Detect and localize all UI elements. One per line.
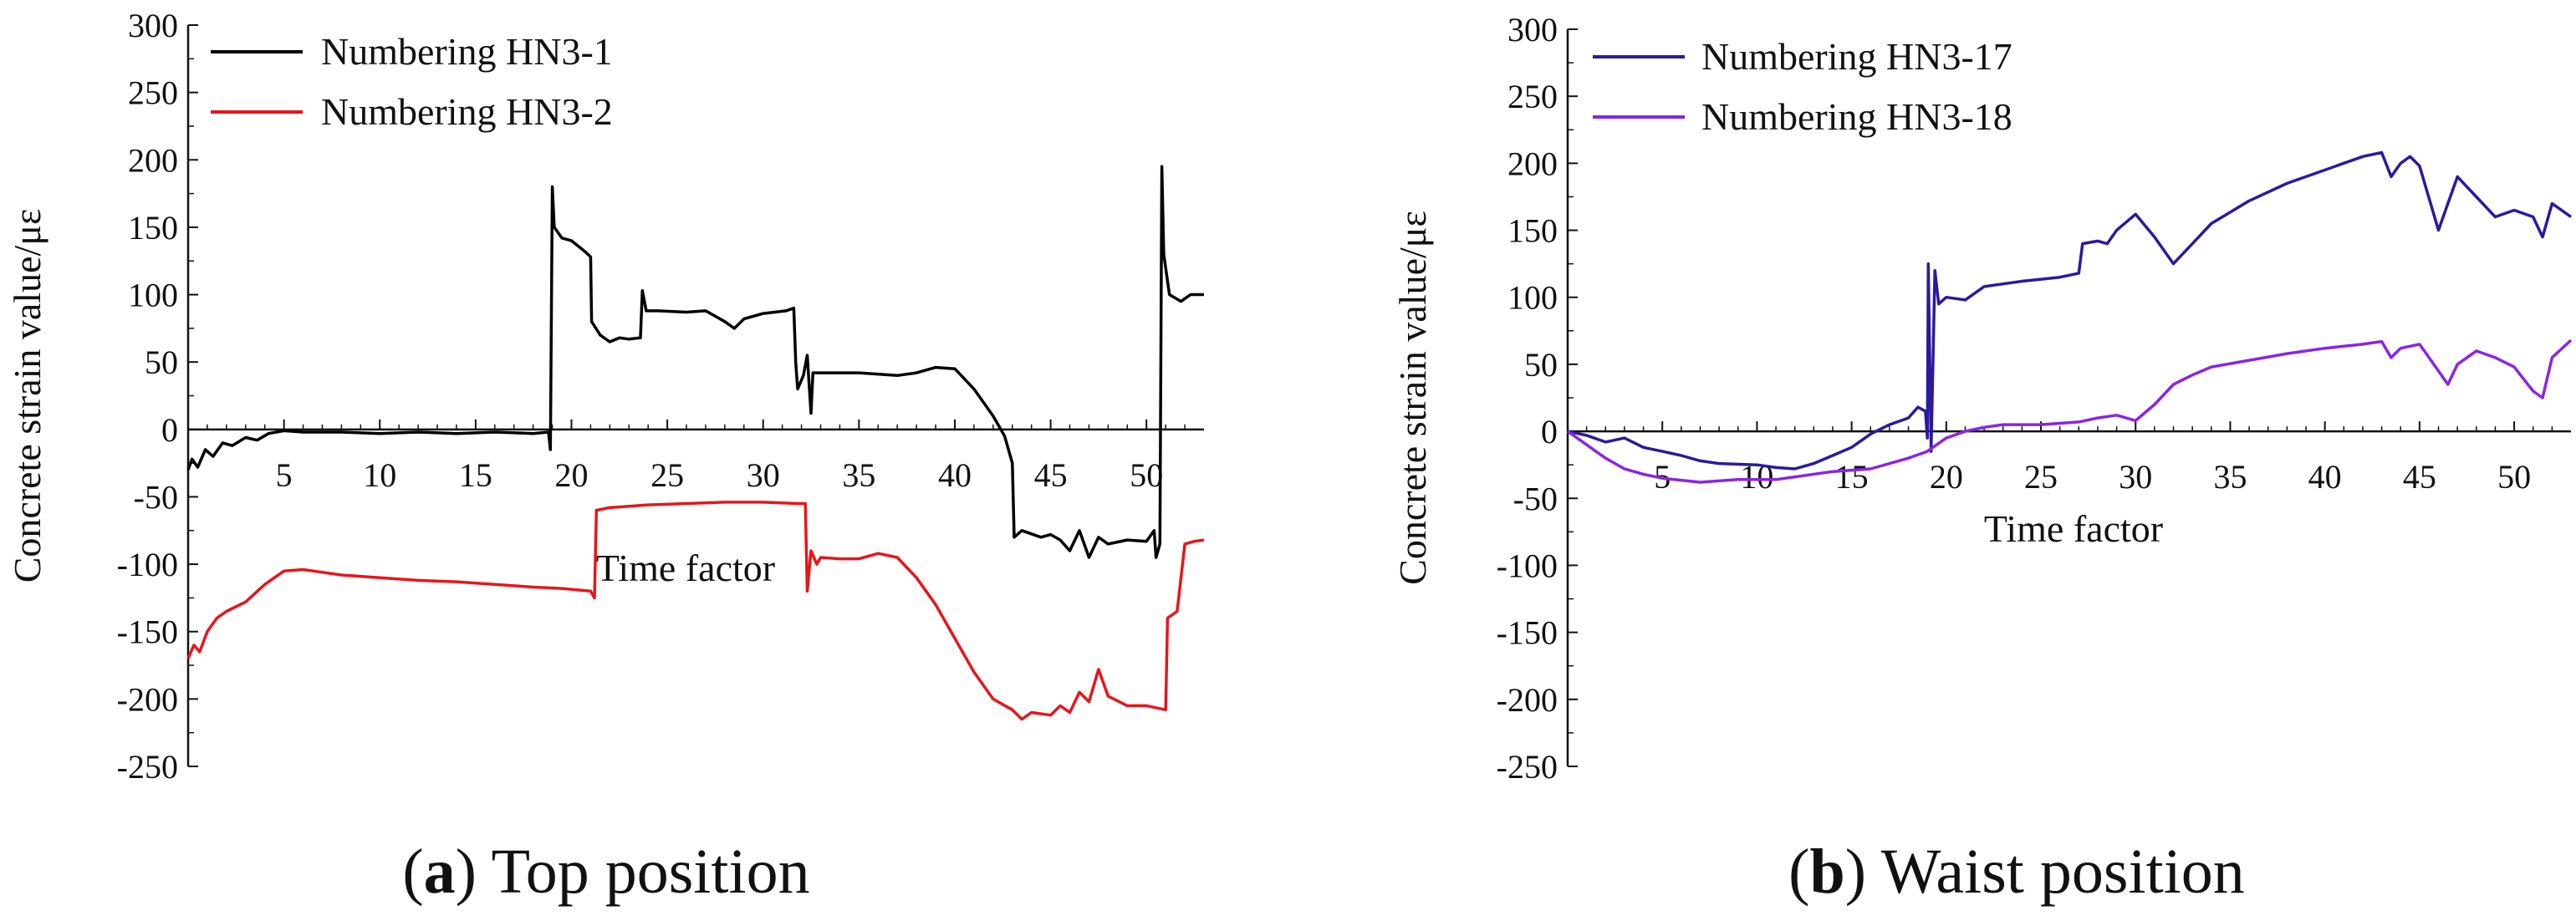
y-tick-label: 300 [128, 7, 178, 44]
x-tick-label: 35 [842, 456, 875, 494]
x-tick-label: 30 [2119, 458, 2152, 496]
caption-open-paren: ( [402, 837, 423, 907]
y-tick-label: -200 [1497, 681, 1558, 719]
y-tick-label: 50 [145, 343, 178, 381]
y-tick-label: -200 [117, 680, 178, 718]
y-tick-label: -250 [1497, 748, 1558, 786]
x-tick-label: 15 [459, 456, 492, 494]
y-tick-label: 200 [128, 141, 178, 179]
y-tick-label: 0 [161, 411, 178, 449]
series-line-numbering-hn3-17 [1567, 150, 2573, 471]
legend-label: Numbering HN3-18 [1701, 95, 2012, 138]
y-axis-title: Concrete strain value/με [6, 209, 48, 583]
caption-text: Waist position [1881, 837, 2245, 907]
y-tick-label: 150 [1507, 212, 1558, 250]
x-tick-label: 20 [554, 456, 588, 494]
x-tick-label: 40 [938, 456, 972, 494]
x-tick-label: 5 [276, 456, 293, 494]
panel-caption: (a) Top position [402, 837, 809, 907]
panel-top-position: 300 250 200 150 100 50 0 -50 -100 -150 -200 -250 5 10… [6, 7, 1205, 907]
y-tick-label: 100 [128, 277, 178, 314]
y-tick-label: 250 [128, 74, 178, 112]
x-tick-label: 30 [747, 456, 780, 494]
legend-label: Numbering HN3-17 [1701, 35, 2012, 78]
y-tick-label: -50 [1513, 480, 1558, 517]
x-tick-label: 50 [1130, 456, 1163, 494]
x-tick-label: 10 [363, 456, 396, 494]
legend-label: Numbering HN3-1 [321, 30, 613, 73]
x-tick-label: 25 [650, 456, 684, 494]
caption-close-paren: ) [456, 837, 492, 907]
x-tick-label: 40 [2308, 458, 2342, 496]
y-tick-label: -150 [117, 613, 178, 651]
x-tick-label: 45 [1034, 456, 1068, 494]
caption-close-paren: ) [1845, 837, 1881, 907]
x-tick-label: 45 [2403, 458, 2436, 496]
y-tick-label: 300 [1507, 11, 1558, 48]
caption-letter: a [424, 837, 456, 907]
y-tick-label: -150 [1497, 614, 1558, 652]
y-tick-label: 100 [1507, 279, 1558, 317]
caption-letter: b [1809, 837, 1844, 907]
x-tick-label: 50 [2497, 458, 2531, 496]
series-line-numbering-hn3-1 [186, 165, 1204, 559]
x-tick-label: 15 [1835, 458, 1869, 496]
legend-label: Numbering HN3-2 [321, 90, 613, 133]
x-axis-title: Time factor [596, 547, 775, 589]
y-tick-label: -250 [117, 748, 178, 786]
y-tick-label: 0 [1541, 413, 1558, 450]
y-tick-label: 150 [128, 209, 178, 247]
series-line-numbering-hn3-18 [1566, 338, 2573, 484]
y-axis-title: Concrete strain value/με [1391, 211, 1434, 585]
y-tick-label: 50 [1524, 346, 1558, 384]
y-tick-label: -100 [117, 546, 178, 583]
y-tick-label: -50 [134, 478, 178, 516]
y-tick-label: -100 [1497, 547, 1558, 584]
x-tick-label: 25 [2024, 458, 2058, 496]
x-axis-title: Time factor [1984, 507, 2163, 550]
caption-text: Top position [492, 837, 810, 907]
y-tick-label: 250 [1507, 78, 1558, 115]
x-tick-label: 35 [2213, 458, 2247, 496]
panel-caption: (b) Waist position [1788, 837, 2245, 907]
caption-open-paren: ( [1788, 837, 1809, 907]
series-line-numbering-hn3-2 [186, 501, 1205, 721]
y-tick-label: 200 [1507, 145, 1558, 182]
x-tick-label: 20 [1930, 458, 1963, 496]
